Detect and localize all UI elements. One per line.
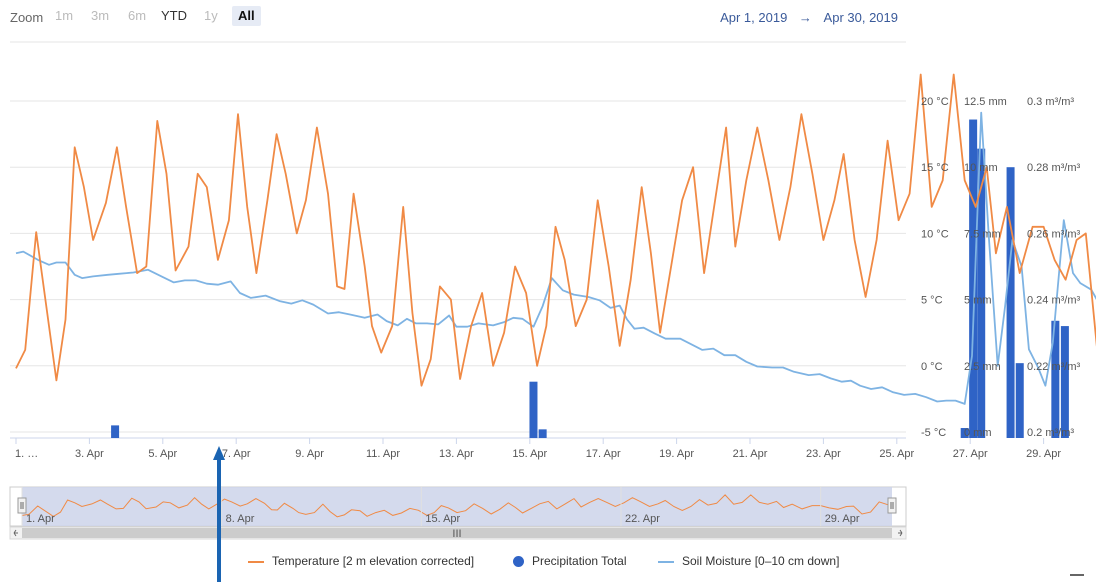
y-axis-0-tick-label: 0 °C [921, 361, 943, 373]
scrollbar-grip: III [452, 528, 461, 540]
x-axis-tick-label: 7. Apr [222, 448, 251, 460]
y-axis-0-tick-label: 10 °C [921, 228, 949, 240]
y-axis-0-tick-label: -5 °C [921, 427, 946, 439]
scroll-edge [1070, 574, 1084, 576]
legend-label: Precipitation Total [532, 554, 627, 568]
temperature-line [15, 73, 1096, 387]
precipitation-bar [969, 119, 978, 438]
x-axis-tick-label: 5. Apr [148, 448, 177, 460]
zoom-6m-button[interactable]: 6m [128, 8, 147, 23]
soil-moisture-series [15, 111, 1096, 405]
soil-moisture-line [15, 111, 1096, 405]
y-axis-1-tick-label: 10 mm [964, 162, 998, 174]
y-axis-0-tick-label: 5 °C [921, 295, 943, 307]
x-axis-tick-label: 13. Apr [439, 448, 474, 460]
x-axis-tick-label: 15. Apr [512, 448, 547, 460]
precipitation-bar [1060, 326, 1069, 438]
y-axis-2-tick-label: 0.26 m³/m³ [1027, 228, 1081, 240]
zoom-3m-button[interactable]: 3m [91, 8, 110, 23]
navigator[interactable]: 1. Apr 8. Apr 15. Apr 22. Apr 29. Apr III [9, 486, 907, 540]
precipitation-bar [529, 381, 538, 438]
y-axis-1-tick-label: 12.5 mm [964, 96, 1007, 108]
legend-label: Soil Moisture [0–10 cm down] [682, 554, 840, 568]
x-axis-tick-label: 25. Apr [879, 448, 914, 460]
navigator-selection [22, 487, 892, 526]
range-selector-toolbar: Zoom 1m 3m 6m YTD 1y All Apr 1, 2019 → A… [0, 0, 1096, 34]
navigator-label: 1. Apr [26, 513, 55, 525]
y-axis-2-tick-label: 0.22 m³/m³ [1027, 361, 1081, 373]
x-axis: 1. … 3. Apr 5. Apr 7. Apr 9. Apr 11. Apr 13. A… [15, 438, 1061, 460]
scroll-left-arrow-icon[interactable] [13, 529, 18, 537]
precipitation-bar [1051, 320, 1060, 438]
x-axis-tick-label: 11. Apr [366, 448, 400, 460]
x-axis-tick-label: 21. Apr [733, 448, 768, 460]
annotation-arrow-icon [213, 446, 225, 582]
range-from-input[interactable]: Apr 1, 2019 [720, 10, 788, 25]
scroll-right-arrow-icon[interactable] [898, 529, 903, 537]
legend-line-icon [248, 560, 264, 563]
precipitation-bar [960, 428, 969, 438]
y-axis-2-tick-label: 0.24 m³/m³ [1027, 295, 1081, 307]
y-axis-2-tick-label: 0.2 m³/m³ [1027, 427, 1074, 439]
y-axis-1-tick-label: 0 mm [964, 427, 992, 439]
navigator-label: 8. Apr [226, 513, 255, 525]
grid-lines [10, 41, 906, 439]
zoom-1y-button[interactable]: 1y [204, 8, 218, 23]
precipitation-series [111, 119, 1069, 438]
x-axis-tick-label: 3. Apr [75, 448, 104, 460]
date-range: Apr 1, 2019 → Apr 30, 2019 [716, 10, 902, 25]
zoom-all-button[interactable]: All [232, 6, 261, 26]
precipitation-bar [977, 148, 986, 438]
navigator-label: 22. Apr [625, 513, 660, 525]
y-axis-1-tick-label: 7.5 mm [964, 228, 1001, 240]
x-axis-tick-label: 17. Apr [586, 448, 621, 460]
range-to-input[interactable]: Apr 30, 2019 [823, 10, 898, 25]
legend-item-precipitation[interactable]: Precipitation Total [513, 554, 627, 568]
precipitation-bar [1015, 363, 1024, 438]
x-axis-tick-label: 9. Apr [295, 448, 324, 460]
legend-line-icon [658, 560, 674, 563]
legend-label: Temperature [2 m elevation corrected] [272, 554, 475, 568]
navigator-label: 15. Apr [425, 513, 460, 525]
legend-dot-icon [513, 556, 524, 568]
y-axis-0-tick-label: 20 °C [921, 96, 949, 108]
precipitation-bar [1006, 167, 1015, 438]
x-axis-tick-label: 29. Apr [1026, 448, 1061, 460]
x-axis-tick-label: 27. Apr [953, 448, 988, 460]
x-axis-tick-label: 19. Apr [659, 448, 694, 460]
y-axis-1-tick-label: 5 mm [964, 295, 992, 307]
precipitation-bar [111, 425, 120, 438]
legend-item-temperature[interactable]: Temperature [2 m elevation corrected] [248, 554, 474, 568]
navigator-label: 29. Apr [825, 513, 860, 525]
navigator-series-line [21, 494, 888, 518]
range-arrow: → [798, 10, 812, 25]
temperature-series [15, 73, 1096, 387]
zoom-ytd-button[interactable]: YTD [161, 8, 187, 23]
y-axis-0-tick-label: 15 °C [921, 162, 949, 174]
y-axis-2-tick-label: 0.28 m³/m³ [1027, 162, 1081, 174]
y-axis-1-tick-label: 2.5 mm [964, 361, 1001, 373]
x-axis-tick-label: 1. … [15, 448, 38, 460]
legend-item-soil-moisture[interactable]: Soil Moisture [0–10 cm down] [658, 554, 839, 568]
zoom-label: Zoom [10, 10, 44, 25]
y-axes: 20 °C 15 °C 10 °C 5 °C 0 °C -5 °C 12.5 mm 10 mm… [921, 96, 1081, 439]
navigator-handle[interactable] [17, 497, 27, 514]
y-axis-2-tick-label: 0.3 m³/m³ [1027, 96, 1074, 108]
x-axis-tick-label: 23. Apr [806, 448, 841, 460]
precipitation-bar [538, 429, 547, 438]
navigator-handle[interactable] [887, 497, 897, 514]
zoom-1m-button[interactable]: 1m [55, 8, 74, 23]
scrollbar-thumb[interactable] [22, 528, 892, 538]
